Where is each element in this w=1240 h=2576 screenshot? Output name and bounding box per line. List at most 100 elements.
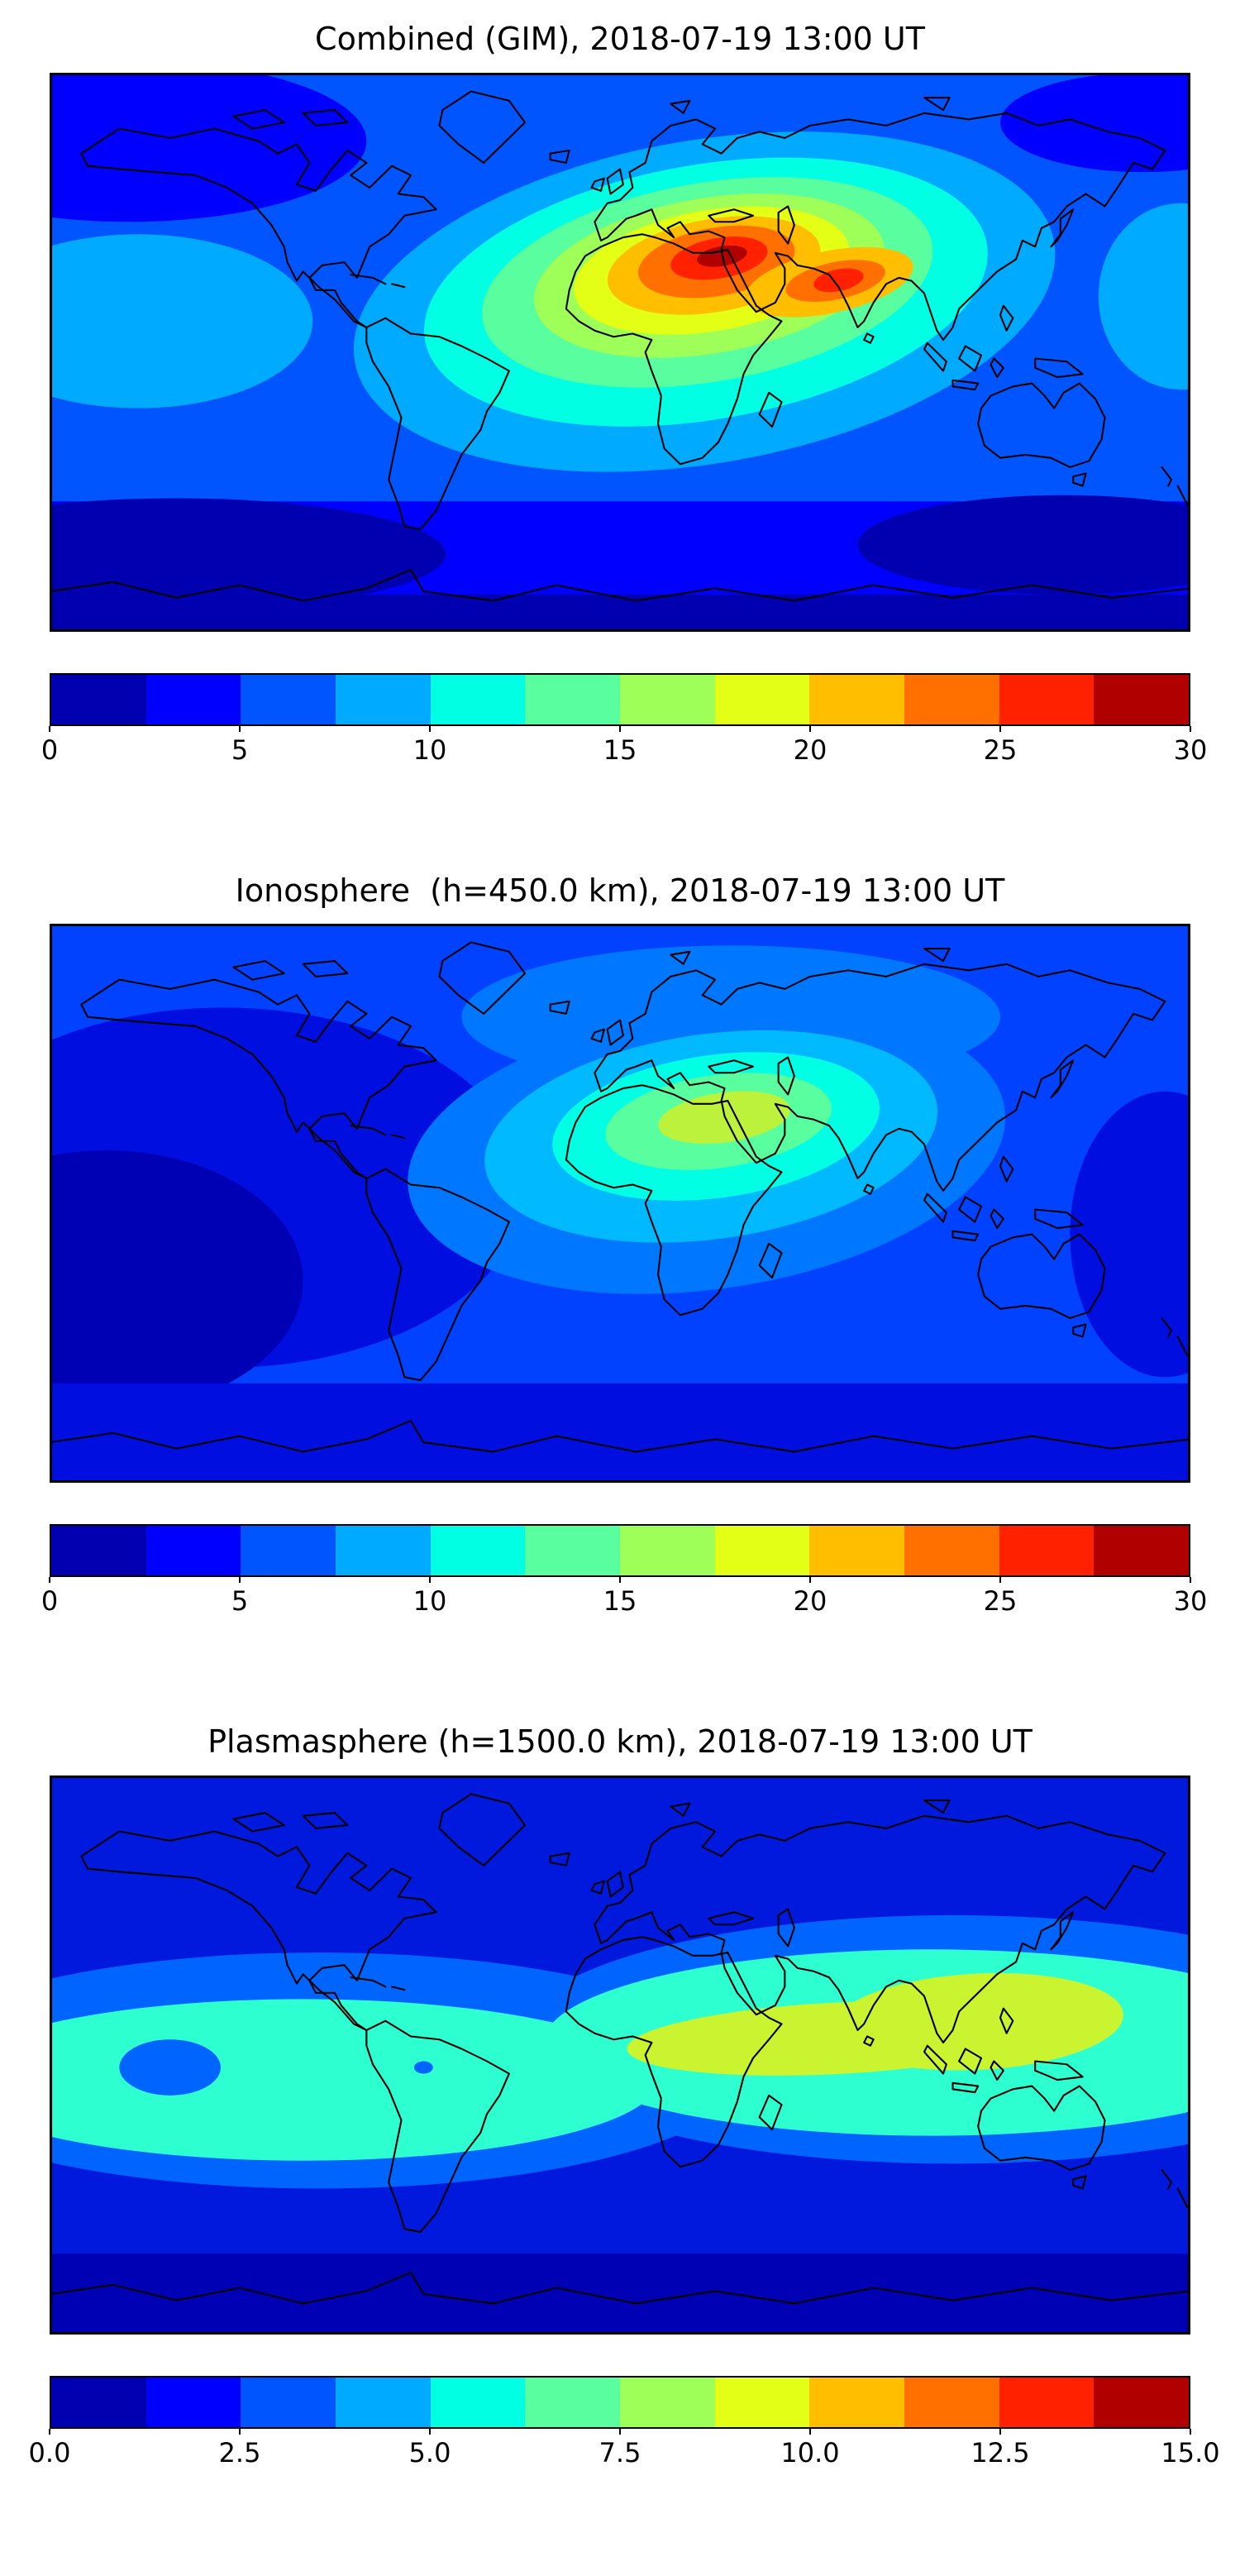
colorbar-tickmark xyxy=(619,725,621,732)
colorbar-segment xyxy=(999,674,1095,724)
colorbar-tickmark xyxy=(429,2429,431,2435)
colorbar-ticks-ionosphere: 0 5 10 15 20 25 30 xyxy=(41,1577,1207,1618)
colorbar-tick-label: 10.0 xyxy=(780,2437,840,2469)
contour-field-ionosphere xyxy=(50,924,1190,1484)
map-ionosphere xyxy=(50,924,1190,1484)
colorbar-plasmasphere xyxy=(50,2376,1190,2430)
colorbar-segment xyxy=(620,2378,715,2428)
colorbar-tickmark xyxy=(999,725,1001,732)
colorbar-tick-label: 5 xyxy=(231,734,249,766)
colorbar-segment xyxy=(430,674,526,724)
colorbar-segment xyxy=(145,2378,241,2428)
colorbar-segment xyxy=(904,674,999,724)
colorbar-tickmark xyxy=(809,2429,811,2435)
colorbar-tick-label: 5.0 xyxy=(408,2437,451,2469)
panel-plasmasphere: Plasmasphere (h=1500.0 km), 2018-07-19 1… xyxy=(29,1723,1220,2469)
colorbar-segment xyxy=(336,1526,431,1576)
colorbar-segment xyxy=(904,1526,999,1576)
colorbar-wrap-plasmasphere: 0.0 2.5 5.0 7.5 10.0 12.5 15.0 xyxy=(29,2376,1220,2469)
colorbar-tickmark xyxy=(239,2429,241,2435)
colorbar-segment xyxy=(904,2378,999,2428)
colorbar-ticks-combined: 0 5 10 15 20 25 30 xyxy=(41,725,1207,766)
colorbar-ticks-plasmasphere: 0.0 2.5 5.0 7.5 10.0 12.5 15.0 xyxy=(29,2429,1220,2469)
colorbar-segment xyxy=(809,2378,905,2428)
colorbar-segment xyxy=(1094,1526,1190,1576)
colorbar-tickmark xyxy=(429,1577,431,1584)
colorbar-tickmark xyxy=(1190,725,1191,732)
colorbar-segment xyxy=(714,2378,810,2428)
colorbar-tick-label: 15.0 xyxy=(1161,2437,1220,2469)
colorbar-tickmark xyxy=(1190,1577,1191,1584)
colorbar-segment xyxy=(336,674,431,724)
panel-ionosphere: Ionosphere (h=450.0 km), 2018-07-19 13:0… xyxy=(41,872,1208,1618)
colorbar-combined xyxy=(50,672,1190,726)
colorbar-segment xyxy=(336,2378,431,2428)
colorbar-tick-label: 15 xyxy=(603,734,637,766)
colorbar-tickmark xyxy=(999,2429,1001,2435)
colorbar-tick-label: 5 xyxy=(231,1585,249,1618)
colorbar-tick-label: 12.5 xyxy=(971,2437,1030,2469)
colorbar-tickmark xyxy=(239,725,241,732)
colorbar-tick-label: 0 xyxy=(41,1585,59,1618)
colorbar-tickmark xyxy=(49,1577,50,1584)
map-combined xyxy=(50,72,1190,632)
colorbar-tick-label: 25 xyxy=(983,1585,1018,1618)
colorbar-segment xyxy=(145,674,241,724)
colorbar-segment xyxy=(714,674,810,724)
panel-combined: Combined (GIM), 2018-07-19 13:00 UT xyxy=(41,21,1208,766)
colorbar-segment xyxy=(430,1526,526,1576)
map-frame-combined xyxy=(50,72,1190,632)
colorbar-tickmark xyxy=(809,1577,811,1584)
colorbar-tick-label: 15 xyxy=(603,1585,637,1618)
colorbar-tickmark xyxy=(619,2429,621,2435)
colorbar-segment xyxy=(51,1526,146,1576)
map-frame-plasmasphere xyxy=(50,1775,1190,2335)
map-frame-ionosphere xyxy=(50,924,1190,1484)
colorbar-segment xyxy=(1094,2378,1190,2428)
colorbar-segment xyxy=(809,1526,905,1576)
colorbar-segment xyxy=(1094,674,1190,724)
colorbar-segment xyxy=(51,2378,146,2428)
colorbar-tick-label: 0.0 xyxy=(28,2437,71,2469)
colorbar-tick-label: 10 xyxy=(413,1585,447,1618)
colorbar-segment xyxy=(714,1526,810,1576)
colorbar-wrap-ionosphere: 0 5 10 15 20 25 30 xyxy=(41,1524,1207,1618)
colorbar-tick-label: 2.5 xyxy=(218,2437,261,2469)
colorbar-tick-label: 7.5 xyxy=(599,2437,641,2469)
map-plasmasphere xyxy=(50,1775,1190,2335)
colorbar-tick-label: 30 xyxy=(1173,734,1208,766)
colorbar-tickmark xyxy=(49,725,50,732)
colorbar-ionosphere xyxy=(50,1524,1190,1578)
colorbar-tickmark xyxy=(1190,2429,1191,2435)
colorbar-segment xyxy=(809,674,905,724)
contour-field-combined xyxy=(50,72,1190,632)
colorbar-tick-label: 20 xyxy=(793,734,827,766)
colorbar-segment xyxy=(525,1526,621,1576)
colorbar-tickmark xyxy=(999,1577,1001,1584)
colorbar-segment xyxy=(51,674,146,724)
colorbar-segment xyxy=(525,674,621,724)
colorbar-tick-label: 10 xyxy=(413,734,447,766)
colorbar-tick-label: 0 xyxy=(41,734,59,766)
colorbar-segment xyxy=(620,1526,715,1576)
colorbar-tick-label: 25 xyxy=(983,734,1018,766)
colorbar-segment xyxy=(145,1526,241,1576)
colorbar-segment xyxy=(430,2378,526,2428)
colorbar-wrap-combined: 0 5 10 15 20 25 30 xyxy=(41,672,1207,766)
colorbar-segment xyxy=(999,2378,1095,2428)
colorbar-segment xyxy=(241,674,336,724)
colorbar-tickmark xyxy=(49,2429,50,2435)
panel-title-combined: Combined (GIM), 2018-07-19 13:00 UT xyxy=(315,21,925,57)
colorbar-segment xyxy=(525,2378,621,2428)
colorbar-tickmark xyxy=(809,725,811,732)
colorbar-segment xyxy=(620,674,715,724)
colorbar-tickmark xyxy=(619,1577,621,1584)
colorbar-tick-label: 30 xyxy=(1173,1585,1208,1618)
panel-title-plasmasphere: Plasmasphere (h=1500.0 km), 2018-07-19 1… xyxy=(207,1723,1033,1761)
colorbar-segment xyxy=(241,2378,336,2428)
colorbar-segment xyxy=(241,1526,336,1576)
colorbar-tickmark xyxy=(429,725,431,732)
colorbar-tick-label: 20 xyxy=(793,1585,827,1618)
panel-title-ionosphere: Ionosphere (h=450.0 km), 2018-07-19 13:0… xyxy=(235,872,1005,909)
colorbar-segment xyxy=(999,1526,1095,1576)
